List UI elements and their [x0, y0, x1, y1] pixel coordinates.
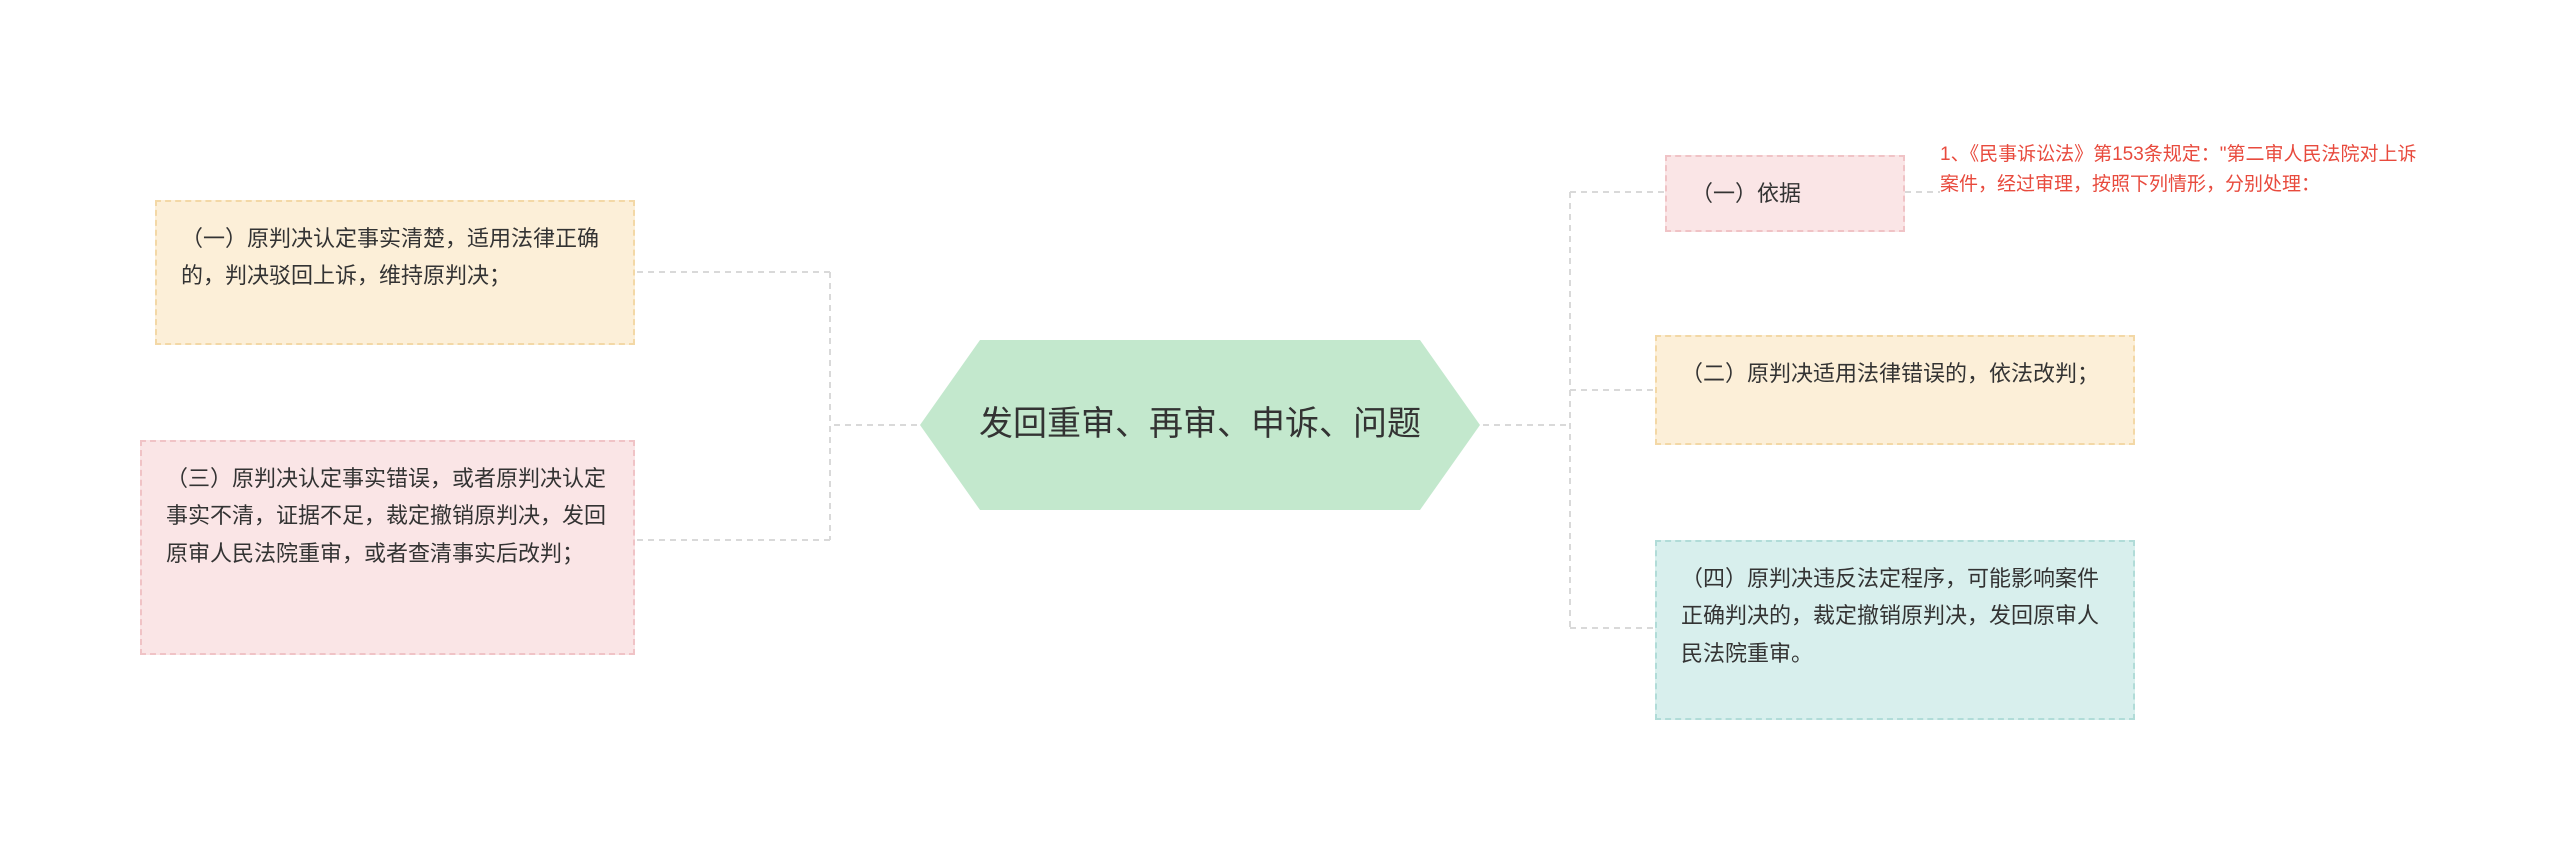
right-node-1-text: （一）依据 [1691, 181, 1801, 206]
left-node-1: （一）原判决认定事实清楚，适用法律正确的，判决驳回上诉，维持原判决； [155, 200, 635, 345]
mindmap-diagram: 发回重审、再审、申诉、问题 （一）原判决认定事实清楚，适用法律正确的，判决驳回上… [0, 0, 2560, 861]
right-node-4: （四）原判决违反法定程序，可能影响案件正确判决的，裁定撤销原判决，发回原审人民法… [1655, 540, 2135, 720]
left-node-3: （三）原判决认定事实错误，或者原判决认定事实不清，证据不足，裁定撤销原判决，发回… [140, 440, 635, 655]
annotation-1-text: 1、《民事诉讼法》第153条规定："第二审人民法院对上诉案件，经过审理，按照下列… [1940, 144, 2417, 195]
central-node: 发回重审、再审、申诉、问题 [920, 340, 1480, 510]
central-node-text: 发回重审、再审、申诉、问题 [979, 396, 1421, 454]
right-node-2-text: （二）原判决适用法律错误的，依法改判； [1681, 361, 2099, 386]
right-node-4-text: （四）原判决违反法定程序，可能影响案件正确判决的，裁定撤销原判决，发回原审人民法… [1681, 566, 2099, 666]
left-node-1-text: （一）原判决认定事实清楚，适用法律正确的，判决驳回上诉，维持原判决； [181, 226, 599, 288]
annotation-1: 1、《民事诉讼法》第153条规定："第二审人民法院对上诉案件，经过审理，按照下列… [1940, 140, 2430, 201]
right-node-2: （二）原判决适用法律错误的，依法改判； [1655, 335, 2135, 445]
right-node-1: （一）依据 [1665, 155, 1905, 232]
left-node-3-text: （三）原判决认定事实错误，或者原判决认定事实不清，证据不足，裁定撤销原判决，发回… [166, 466, 606, 566]
